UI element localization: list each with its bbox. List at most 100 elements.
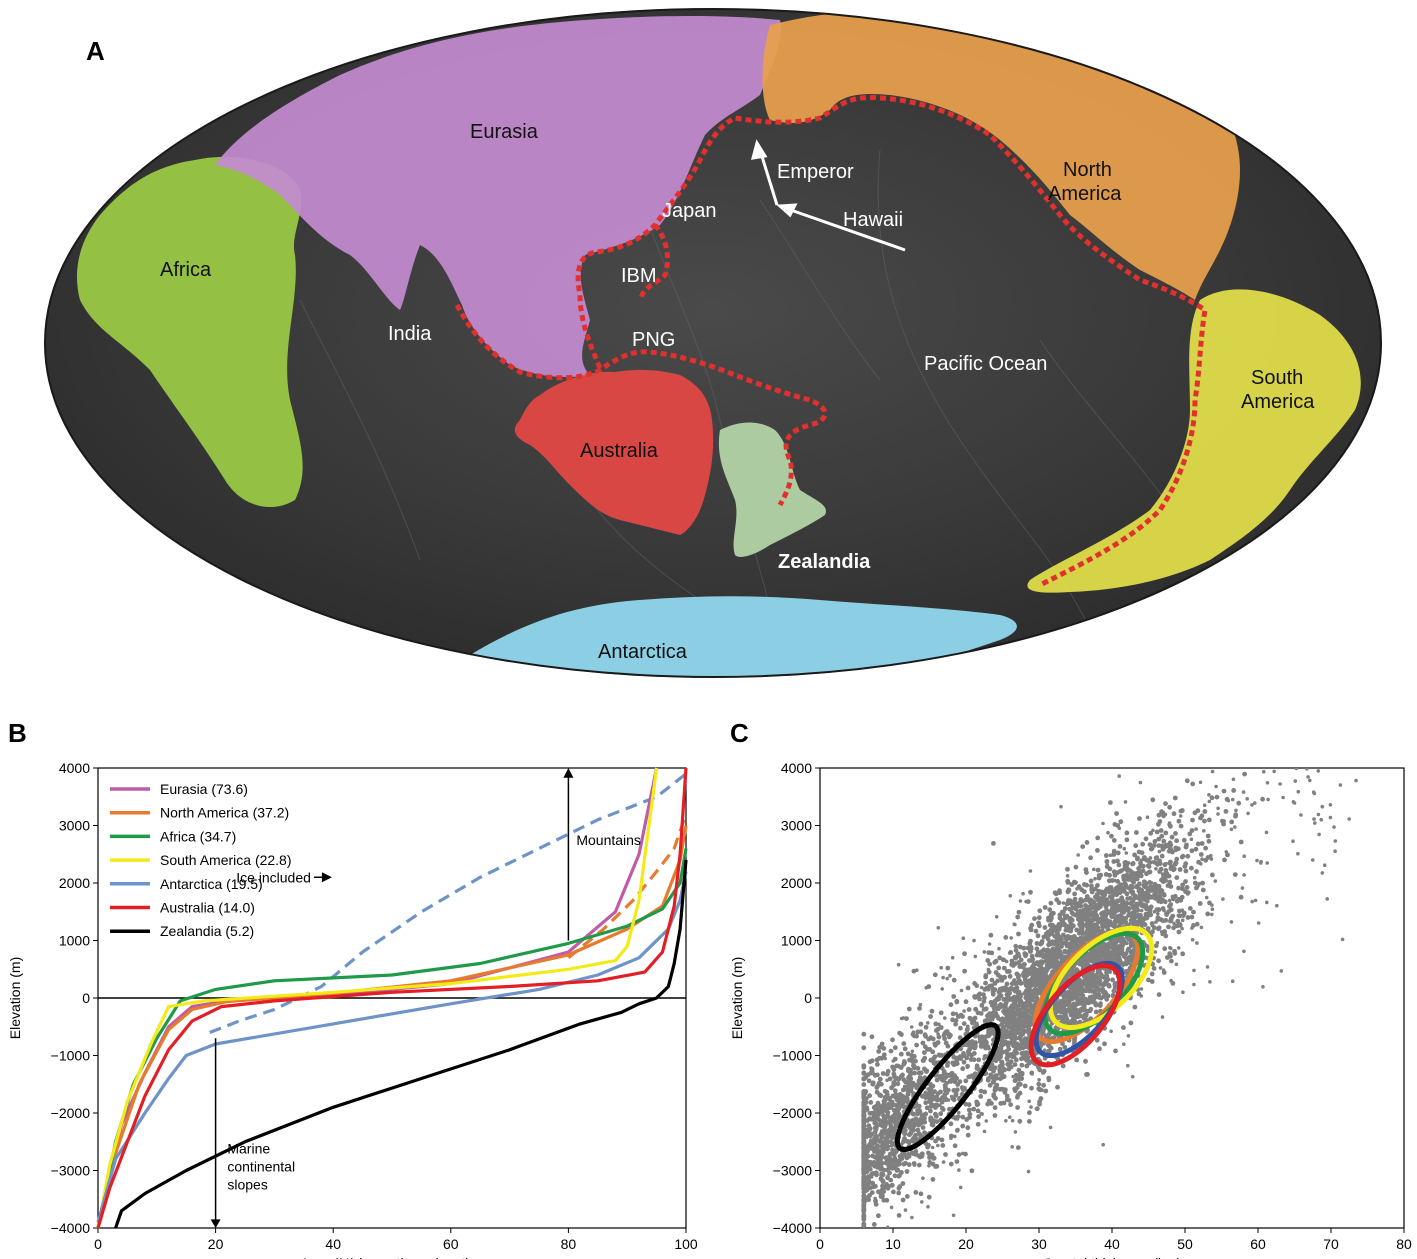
scatter-point xyxy=(956,1127,960,1132)
scatter-point xyxy=(1182,864,1188,869)
scatter-point xyxy=(1053,1001,1058,1007)
scatter-point xyxy=(903,1208,908,1212)
scatter-point xyxy=(1149,971,1155,977)
scatter-point xyxy=(1265,781,1270,785)
scatter-point xyxy=(1261,985,1265,989)
scatter-point xyxy=(1008,1052,1014,1057)
scatter-point xyxy=(977,1039,983,1044)
scatter-point xyxy=(1015,914,1021,920)
scatter-point xyxy=(891,1067,897,1072)
scatter-point xyxy=(1140,868,1146,874)
scatter-point xyxy=(861,1206,867,1212)
scatter-point xyxy=(965,1065,970,1070)
scatter-point xyxy=(1032,979,1038,984)
scatter-point xyxy=(1110,909,1115,913)
scatter-point xyxy=(966,1024,970,1029)
scatter-point xyxy=(1176,818,1182,824)
scatter-point xyxy=(1128,901,1133,906)
scatter-point xyxy=(1047,1044,1052,1049)
scatter-point xyxy=(941,975,945,980)
scatter-point xyxy=(998,1017,1004,1023)
scatter-point xyxy=(939,1105,945,1111)
scatter-point xyxy=(1079,887,1084,893)
scatter-point xyxy=(1132,1004,1138,1010)
scatter-point xyxy=(1015,1074,1021,1080)
scatter-point xyxy=(1012,1014,1016,1019)
confidence-ellipse xyxy=(894,1022,1001,1153)
scatter-point xyxy=(996,965,1002,971)
scatter-point xyxy=(1229,920,1234,924)
scatter-point xyxy=(905,1051,911,1057)
b-y-tick-label: 3000 xyxy=(59,818,90,834)
scatter-point xyxy=(1104,973,1110,979)
scatter-point xyxy=(971,1018,977,1024)
annotation-slopes-arrowhead xyxy=(210,1219,221,1228)
scatter-point xyxy=(1153,886,1159,892)
scatter-point xyxy=(1121,909,1127,915)
scatter-point xyxy=(1200,857,1204,861)
scatter-point xyxy=(1229,819,1235,825)
scatter-point xyxy=(871,1222,877,1227)
confidence-ellipse xyxy=(1028,963,1123,1068)
scatter-point xyxy=(978,1088,984,1094)
scatter-point xyxy=(1108,800,1113,805)
b-x-tick-label: 80 xyxy=(561,1236,577,1252)
scatter-point xyxy=(880,1179,886,1184)
scatter-point xyxy=(1109,914,1115,920)
scatter-point xyxy=(1017,1013,1023,1019)
scatter-point xyxy=(924,985,929,990)
scatter-point xyxy=(1160,1015,1165,1019)
scatter-point xyxy=(1209,853,1213,858)
scatter-point xyxy=(868,1100,874,1105)
scatter-point xyxy=(983,973,989,978)
scatter-point xyxy=(1007,990,1012,996)
label-ibm: IBM xyxy=(621,265,657,287)
scatter-point xyxy=(1069,1003,1074,1007)
scatter-point xyxy=(1011,1074,1015,1079)
b-y-axis-label: Elevation (m) xyxy=(7,957,23,1039)
scatter-point xyxy=(861,1161,867,1167)
scatter-point xyxy=(1079,926,1085,932)
scatter-point xyxy=(982,1018,988,1024)
label-india: India xyxy=(388,323,432,345)
scatter-point xyxy=(1034,1107,1039,1111)
scatter-point xyxy=(1014,971,1020,977)
scatter-point xyxy=(1018,957,1024,963)
scatter-point xyxy=(1134,830,1139,835)
scatter-point xyxy=(1156,926,1161,932)
scatter-point xyxy=(1057,1046,1063,1052)
scatter-point xyxy=(998,1051,1004,1057)
scatter-point xyxy=(1141,883,1147,889)
scatter-point xyxy=(951,1088,957,1093)
scatter-point xyxy=(890,1158,896,1164)
scatter-point xyxy=(1109,1029,1113,1034)
scatter-point xyxy=(985,986,991,992)
scatter-point xyxy=(942,1031,946,1036)
scatter-point xyxy=(1139,908,1144,913)
scatter-point xyxy=(941,1160,946,1164)
scatter-point xyxy=(1111,988,1117,994)
scatter-point xyxy=(1238,894,1244,900)
scatter-point xyxy=(1083,1013,1089,1019)
scatter-point xyxy=(890,1037,895,1043)
scatter-point xyxy=(1166,873,1172,879)
scatter-point xyxy=(914,1042,919,1048)
scatter-point xyxy=(918,1002,923,1007)
scatter-point xyxy=(1148,884,1154,890)
scatter-point xyxy=(1050,911,1054,915)
scatter-point xyxy=(1138,863,1144,869)
scatter-point xyxy=(1024,899,1028,904)
b-y-tick-label: −1000 xyxy=(51,1048,91,1064)
scatter-point xyxy=(980,1112,984,1116)
scatter-point xyxy=(912,1070,917,1076)
scatter-point xyxy=(1071,923,1076,929)
scatter-point xyxy=(1210,903,1214,907)
scatter-point xyxy=(1058,1005,1064,1011)
c-x-tick-label: 60 xyxy=(1250,1236,1266,1252)
scatter-point xyxy=(998,1076,1003,1082)
scatter-point xyxy=(1088,974,1094,980)
panel-a-letter: A xyxy=(86,36,105,66)
scatter-point xyxy=(865,1153,871,1159)
scatter-point xyxy=(971,1057,977,1063)
scatter-point xyxy=(1151,895,1156,900)
